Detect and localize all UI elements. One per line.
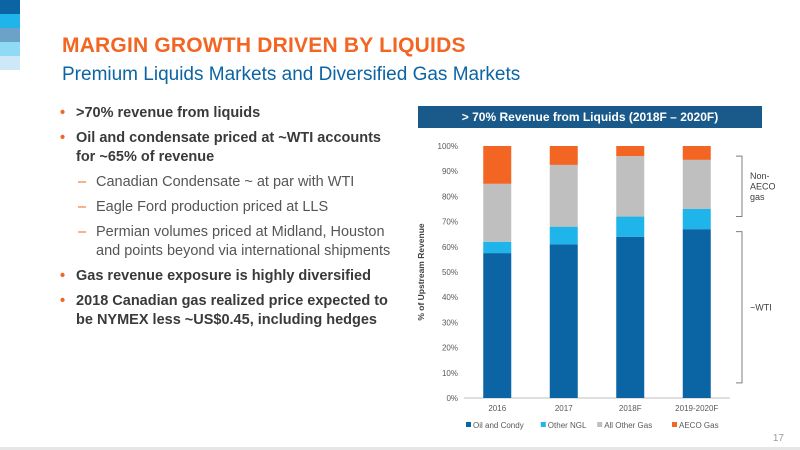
dash-marker: – [78,174,87,190]
bullet-text: Eagle Ford production priced at LLS [96,199,329,215]
sub-bullet-item: – Eagle Ford production priced at LLS [60,198,400,217]
y-axis-title: % of Upstream Revenue [416,223,426,321]
bar-segment [682,229,711,398]
bar-segment [483,241,512,254]
y-tick-label: 30% [442,318,458,327]
y-tick-label: 20% [442,344,458,353]
bullet-text: Permian volumes priced at Midland, Houst… [96,224,391,259]
legend-label: All Other Gas [604,421,652,430]
bullet-text: Oil and condensate priced at ~WTI accoun… [76,130,381,165]
y-tick-label: 10% [442,369,458,378]
annotation-label: AECO [750,181,776,191]
footer-rule [0,447,800,450]
x-tick-label: 2016 [488,404,506,413]
bar-segment [682,159,711,209]
bullet-marker: • [60,293,66,309]
sub-bullet-item: – Canadian Condensate ~ at par with WTI [60,173,400,192]
bar-segment [549,226,578,245]
y-tick-label: 70% [442,218,458,227]
legend-label: Oil and Condy [473,421,524,430]
annotation-bracket [736,155,743,218]
annotation-label: gas [750,192,765,202]
legend-label: Other NGL [548,421,587,430]
bar-segment [483,183,512,242]
bar-segment [682,146,711,160]
y-tick-label: 0% [446,394,458,403]
annotation-label: Non- [750,171,770,181]
bullet-marker: • [60,268,66,284]
bar-segment [549,244,578,398]
bar-segment [616,216,645,237]
stacked-bar-chart: 0% 10% 20% 30% 40% 50% 60% 70% 80% 90% 100% % of Up… [416,142,776,430]
corner-accent [0,0,20,70]
y-tick-label: 40% [442,293,458,302]
bullet-text: >70% revenue from liquids [76,105,261,121]
bar-segment [616,156,645,217]
legend-swatch [597,422,603,427]
page-number: 17 [772,433,784,444]
y-tick-label: 80% [442,192,458,201]
bullet-text: Gas revenue exposure is highly diversifi… [76,268,371,284]
annotation-bracket [736,231,743,384]
bullet-marker: • [60,105,66,121]
bar-segment [483,253,512,398]
annotation-label: ~WTI [750,302,772,312]
y-tick-label: 100% [438,142,458,151]
bullet-item: • >70% revenue from liquids [60,104,400,123]
legend-label: AECO Gas [679,421,719,430]
bullet-text: Canadian Condensate ~ at par with WTI [96,174,355,190]
legend-swatch [540,422,546,427]
bar-segment [616,146,645,157]
dash-marker: – [78,224,87,240]
sub-bullet-item: – Permian volumes priced at Midland, Hous… [60,223,400,261]
x-tick-label: 2019-2020F [675,404,718,413]
bar-segment [616,236,645,398]
page-subtitle: Premium Liquids Markets and Diversified … [62,64,521,85]
chart-title: > 70% Revenue from Liquids (2018F – 2020… [418,106,762,128]
y-tick-label: 90% [442,167,458,176]
page-title: MARGIN GROWTH DRIVEN BY LIQUIDS [62,34,466,57]
dash-marker: – [78,199,87,215]
bar-segment [549,146,578,165]
x-tick-label: 2017 [555,404,573,413]
bullet-list: • >70% revenue from liquids • Oil and conde… [60,104,400,336]
bullet-text: 2018 Canadian gas realized price expecte… [76,293,388,328]
bar-segment [483,146,512,184]
bullet-item: • 2018 Canadian gas realized price expect… [60,292,400,330]
bullet-item: • Gas revenue exposure is highly diversif… [60,267,400,286]
bar-segment [549,164,578,227]
y-tick-label: 50% [442,268,458,277]
bar-segment [682,209,711,230]
x-tick-label: 2018F [619,404,642,413]
legend-swatch [466,422,471,427]
legend-swatch [672,422,677,427]
y-tick-label: 60% [442,243,458,252]
bullet-marker: • [60,130,66,146]
bullet-item: • Oil and condensate priced at ~WTI accou… [60,129,400,167]
